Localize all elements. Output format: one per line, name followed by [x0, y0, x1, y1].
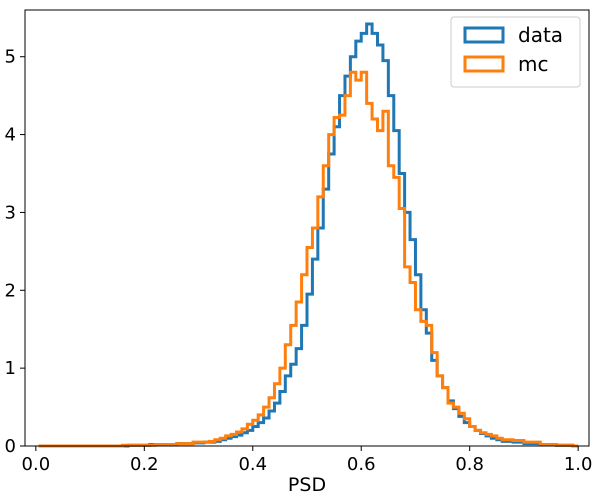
x-tick-label: 1.0 [564, 454, 593, 475]
axes-frame [24, 9, 590, 447]
series-line-mc [38, 70, 579, 448]
axes: 0.0 0.2 0.4 0.6 0.8 1.0 0 1 2 3 4 5 PSD [5, 9, 593, 496]
legend-label-mc: mc [518, 52, 548, 76]
x-tick-label: 0.6 [347, 454, 376, 475]
y-tick-label: 3 [5, 202, 16, 223]
x-tick-label: 0.8 [455, 454, 484, 475]
legend: data mc [450, 16, 581, 88]
legend-swatch-data [463, 26, 505, 44]
legend-swatch-mc [463, 55, 505, 73]
y-tick-label: 5 [5, 47, 16, 68]
y-tick-label: 4 [5, 125, 16, 146]
x-axis-label: PSD [288, 474, 326, 496]
plot-area [38, 22, 579, 448]
y-tick-label: 1 [5, 358, 16, 379]
y-tick-label: 2 [5, 280, 16, 301]
x-tick-label: 0.4 [238, 454, 267, 475]
x-tick-label: 0.0 [22, 454, 51, 475]
x-tick-label: 0.2 [130, 454, 159, 475]
y-tick-label: 0 [5, 436, 16, 457]
legend-label-data: data [518, 23, 563, 47]
